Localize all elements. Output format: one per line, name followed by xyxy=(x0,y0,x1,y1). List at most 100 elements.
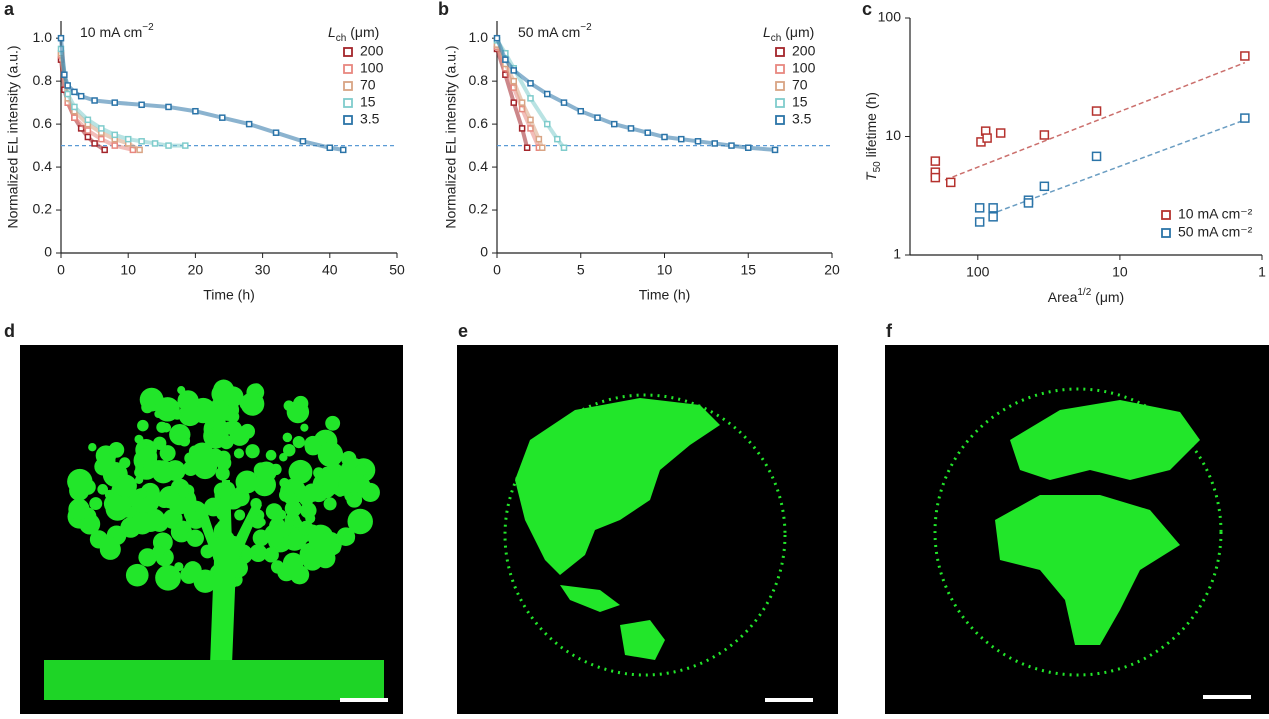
continent xyxy=(515,398,720,575)
canopy-blob xyxy=(350,494,360,504)
text-part: lifetime (h) xyxy=(863,92,879,161)
series-line xyxy=(495,37,776,152)
x-tick-label: 5 xyxy=(577,262,585,278)
x-tick-label: 50 xyxy=(389,262,405,278)
marker xyxy=(84,116,92,124)
legend-marker xyxy=(343,64,353,74)
legend-marker xyxy=(775,81,785,91)
x-tick-label: 15 xyxy=(740,262,756,278)
legend-label: 100 xyxy=(792,60,816,76)
axis-label: 50 mA cm−2 xyxy=(518,22,592,40)
marker xyxy=(1039,181,1050,192)
canopy-blob xyxy=(67,468,93,495)
marker xyxy=(98,125,105,132)
text-part: L xyxy=(328,24,336,40)
canopy-blob xyxy=(264,524,284,544)
continent xyxy=(1010,400,1200,480)
text-part: −2 xyxy=(142,22,154,33)
canopy-blob xyxy=(222,421,237,435)
canopy-blob xyxy=(108,442,125,458)
canopy-blob xyxy=(309,484,328,503)
marker xyxy=(678,135,685,143)
legend-label: 50 mA cm⁻² xyxy=(1178,224,1253,240)
marker xyxy=(510,77,517,85)
canopy-blob xyxy=(169,423,191,446)
legend-marker xyxy=(343,81,353,91)
marker xyxy=(91,97,98,104)
marker xyxy=(930,156,941,166)
canopy-blob xyxy=(282,432,293,443)
canopy-blob xyxy=(317,441,344,468)
legend-label: 70 xyxy=(360,77,376,93)
canopy-blob xyxy=(177,390,199,412)
marker xyxy=(64,82,71,89)
legend-marker xyxy=(343,47,353,57)
x-tick-label: 10 xyxy=(1112,264,1128,280)
marker xyxy=(77,92,85,100)
panel-label: e xyxy=(458,321,468,341)
canopy-blob xyxy=(68,498,90,520)
marker xyxy=(594,114,601,121)
canopy-blob xyxy=(151,460,175,484)
marker xyxy=(84,133,92,141)
canopy-blob xyxy=(102,536,118,553)
x-axis-label: Time (h) xyxy=(203,287,255,303)
canopy-blob xyxy=(360,482,380,503)
x-tick-label: 100 xyxy=(966,264,990,280)
canopy-blob xyxy=(323,497,337,511)
marker xyxy=(1091,151,1102,162)
y-tick-label: 0.2 xyxy=(33,201,53,217)
text-part: Area xyxy=(1048,289,1078,305)
canopy-blob xyxy=(226,410,240,423)
canopy-blob xyxy=(275,509,287,521)
marker xyxy=(192,107,199,115)
text-part: 10 mA cm xyxy=(80,24,142,40)
axis-label: 10 mA cm−2 xyxy=(80,22,154,40)
marker xyxy=(91,140,98,147)
panel-label: f xyxy=(886,321,893,341)
canopy-blob xyxy=(233,448,245,459)
x-axis-label: Time (h) xyxy=(639,287,691,303)
marker xyxy=(138,101,145,109)
canopy-blob xyxy=(152,545,165,558)
axis-label: T50 lifetime (h) xyxy=(863,92,883,181)
canopy-blob xyxy=(292,435,305,449)
marker xyxy=(627,125,635,132)
x-tick-label: 0 xyxy=(57,262,65,278)
marker xyxy=(544,90,551,98)
canopy-blob xyxy=(240,392,265,416)
marker xyxy=(219,114,226,121)
legend-marker xyxy=(343,115,353,125)
canopy-blob xyxy=(270,560,285,574)
legend-label: 3.5 xyxy=(360,111,380,127)
canopy-blob xyxy=(286,400,310,424)
canopy-blob xyxy=(186,529,204,547)
marker xyxy=(1091,106,1102,116)
marker xyxy=(544,120,551,128)
x-tick-label: 1 xyxy=(1258,264,1266,280)
marker xyxy=(136,146,143,154)
marker xyxy=(182,142,189,149)
marker xyxy=(527,116,534,124)
y-tick-label: 0.6 xyxy=(33,115,53,131)
canopy-blob xyxy=(328,542,341,555)
canopy-blob xyxy=(283,443,296,457)
marker xyxy=(527,80,534,87)
y-tick-label: 0.4 xyxy=(469,158,489,174)
canopy-blob xyxy=(255,461,277,483)
fit-line xyxy=(989,119,1246,216)
canopy-blob xyxy=(125,563,149,587)
y-axis-label: Normalized EL intensity (a.u.) xyxy=(443,45,459,228)
canopy-blob xyxy=(251,383,262,394)
globe-outline xyxy=(503,393,787,677)
marker xyxy=(611,120,618,128)
canopy-blob xyxy=(150,513,169,532)
canopy-blob xyxy=(155,491,173,508)
canopy-blob xyxy=(89,497,103,511)
marker xyxy=(554,135,561,143)
island xyxy=(560,585,620,612)
fit-line xyxy=(944,61,1246,181)
legend-marker xyxy=(775,47,785,57)
marker xyxy=(988,212,998,222)
canopy-blob xyxy=(137,419,149,432)
